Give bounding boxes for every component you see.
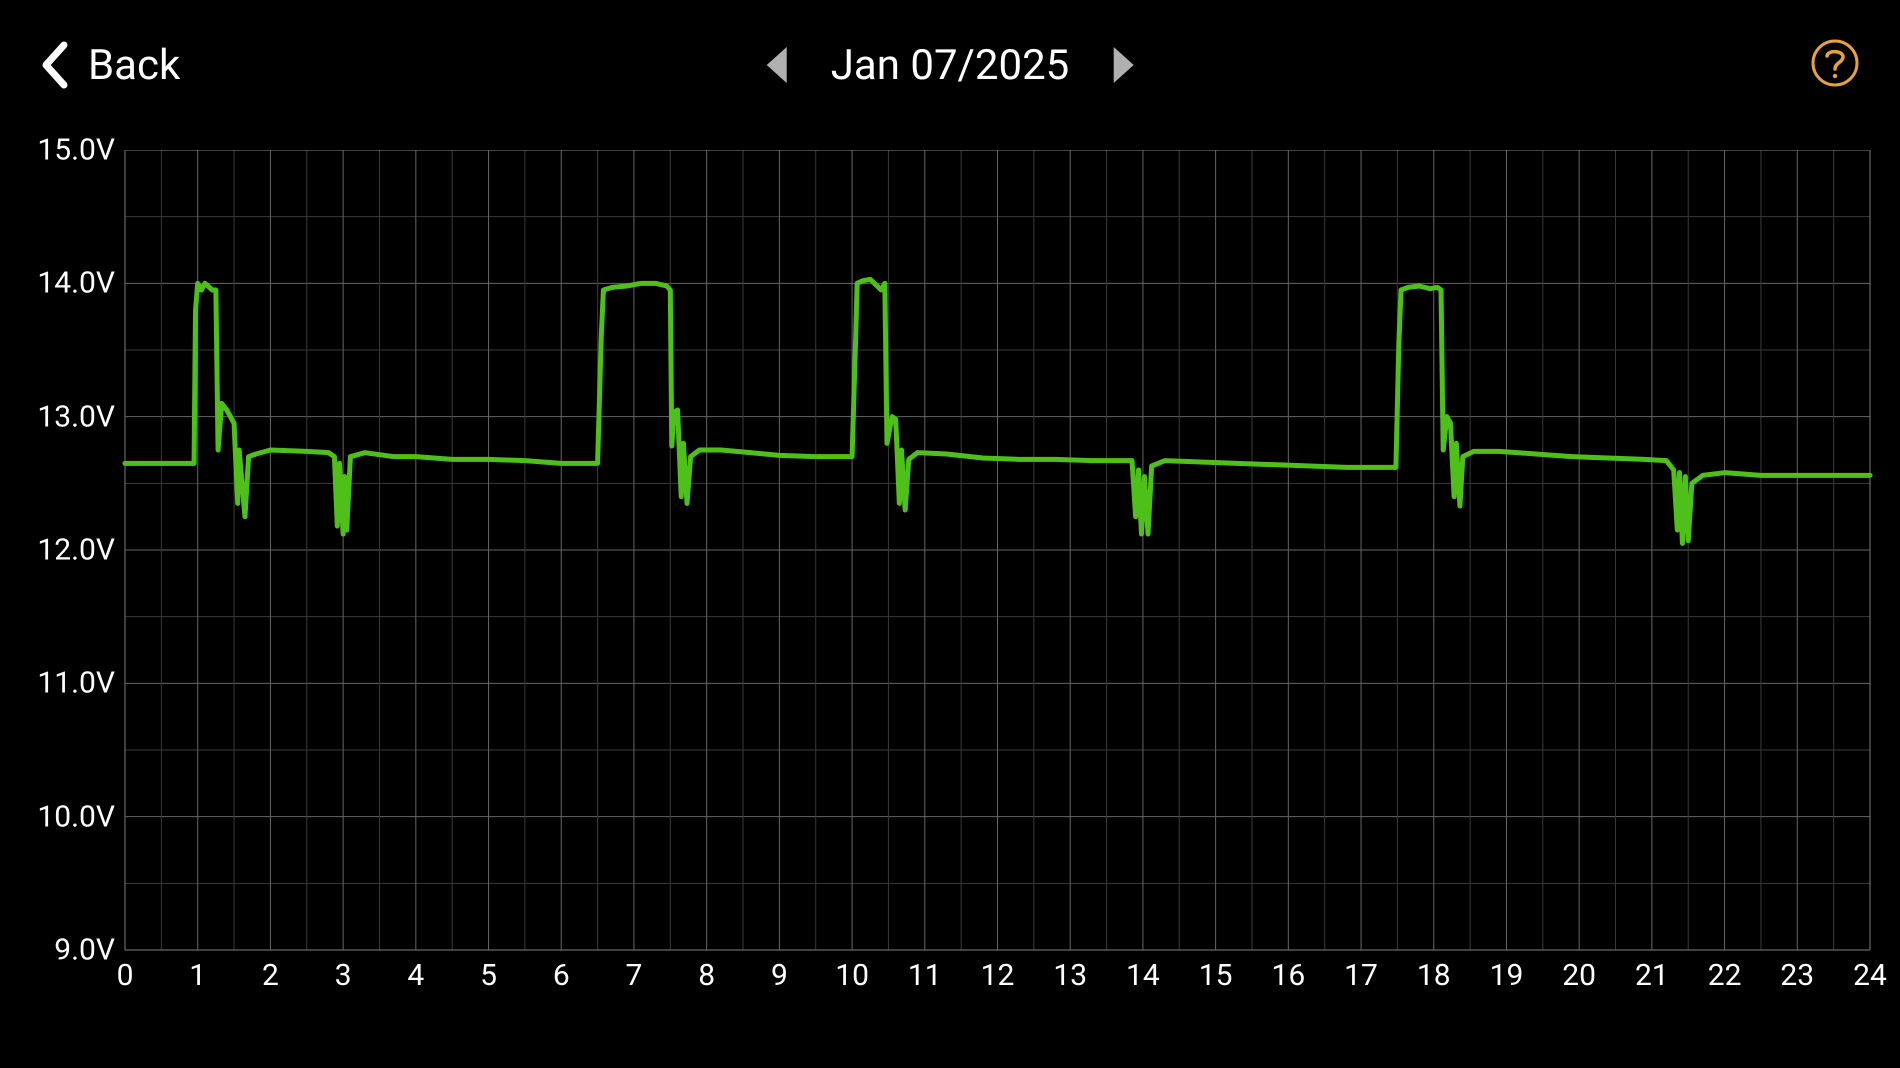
x-tick-label: 9 bbox=[771, 958, 788, 993]
x-tick-label: 2 bbox=[262, 958, 279, 993]
next-day-button[interactable] bbox=[1109, 45, 1137, 85]
y-tick-label: 9.0V bbox=[54, 933, 115, 968]
y-tick-label: 14.0V bbox=[37, 266, 115, 301]
chevron-left-icon bbox=[40, 41, 70, 89]
x-tick-label: 21 bbox=[1635, 958, 1669, 993]
x-tick-label: 7 bbox=[626, 958, 643, 993]
voltage-chart: 9.0V10.0V11.0V12.0V13.0V14.0V15.0V 01234… bbox=[20, 150, 1880, 1010]
x-tick-label: 13 bbox=[1053, 958, 1087, 993]
x-tick-label: 10 bbox=[835, 958, 869, 993]
help-button[interactable] bbox=[1810, 38, 1860, 92]
x-tick-label: 1 bbox=[189, 958, 206, 993]
x-tick-label: 0 bbox=[117, 958, 134, 993]
x-tick-label: 14 bbox=[1126, 958, 1160, 993]
x-tick-label: 24 bbox=[1853, 958, 1887, 993]
y-tick-label: 11.0V bbox=[37, 666, 115, 701]
y-tick-label: 15.0V bbox=[37, 133, 115, 168]
date-navigator: Jan 07/2025 bbox=[763, 41, 1138, 90]
x-tick-label: 4 bbox=[407, 958, 424, 993]
x-tick-label: 5 bbox=[480, 958, 497, 993]
prev-day-button[interactable] bbox=[763, 45, 791, 85]
x-tick-label: 6 bbox=[553, 958, 570, 993]
x-tick-label: 20 bbox=[1562, 958, 1596, 993]
chart-canvas bbox=[20, 150, 1880, 1010]
x-tick-label: 22 bbox=[1708, 958, 1742, 993]
x-tick-label: 8 bbox=[698, 958, 715, 993]
x-tick-label: 15 bbox=[1199, 958, 1233, 993]
x-tick-label: 12 bbox=[981, 958, 1015, 993]
header-bar: Back Jan 07/2025 bbox=[0, 0, 1900, 120]
x-tick-label: 17 bbox=[1344, 958, 1378, 993]
x-tick-label: 16 bbox=[1271, 958, 1305, 993]
back-button[interactable]: Back bbox=[40, 41, 180, 90]
x-tick-label: 11 bbox=[908, 958, 942, 993]
help-icon bbox=[1810, 38, 1860, 88]
back-label: Back bbox=[88, 41, 180, 90]
x-tick-label: 19 bbox=[1490, 958, 1524, 993]
y-tick-label: 13.0V bbox=[37, 399, 115, 434]
date-label: Jan 07/2025 bbox=[831, 41, 1070, 90]
x-tick-label: 18 bbox=[1417, 958, 1451, 993]
y-tick-label: 10.0V bbox=[37, 799, 115, 834]
x-tick-label: 23 bbox=[1780, 958, 1814, 993]
y-tick-label: 12.0V bbox=[37, 533, 115, 568]
x-tick-label: 3 bbox=[335, 958, 352, 993]
